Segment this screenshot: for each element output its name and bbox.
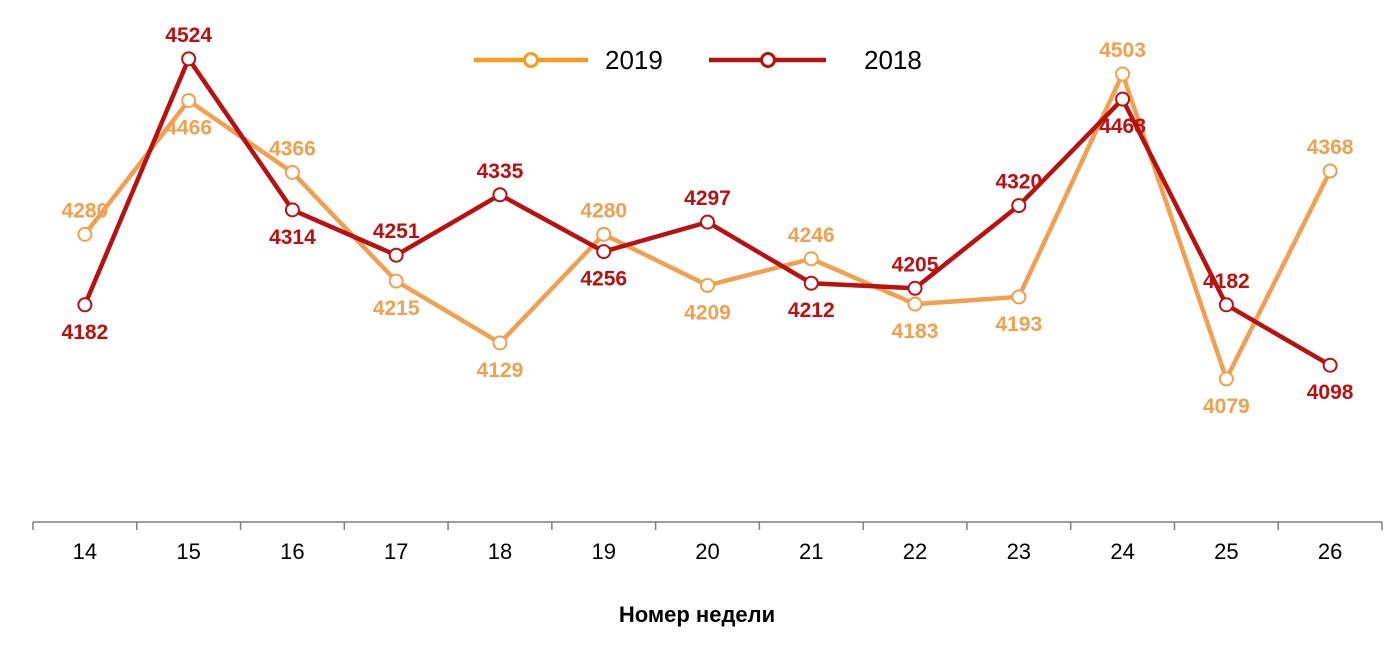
data-point-2019: [907, 296, 923, 312]
data-point-2018: [181, 51, 197, 67]
series-layer: [77, 51, 1338, 387]
data-point-2018: [77, 297, 93, 313]
legend: 2019 2018: [474, 45, 922, 75]
data-label-2019: 4129: [477, 359, 524, 382]
data-label-2019: 4209: [684, 301, 731, 324]
x-tick-label: 16: [280, 539, 304, 564]
data-label-2019: 4503: [1099, 39, 1146, 62]
data-point-2019: [1322, 163, 1338, 179]
data-label-2018: 4205: [892, 253, 939, 276]
data-label-2019: 4193: [995, 313, 1042, 336]
data-point-2018: [1011, 198, 1027, 214]
data-label-2018: 4320: [995, 171, 1042, 194]
x-tick-label: 25: [1214, 539, 1238, 564]
data-point-2018: [388, 247, 404, 263]
data-label-2019: 4368: [1307, 136, 1354, 159]
data-point-2018: [1218, 297, 1234, 313]
x-tick-label: 18: [488, 539, 512, 564]
data-label-2019: 4183: [892, 320, 939, 343]
data-point-2019: [1011, 289, 1027, 305]
data-point-2019: [77, 226, 93, 242]
data-point-2019: [596, 226, 612, 242]
x-tick-label: 14: [73, 539, 97, 564]
data-point-2018: [284, 202, 300, 218]
data-point-2019: [700, 277, 715, 293]
x-tick-label: 26: [1318, 539, 1342, 564]
x-tick-label: 15: [176, 539, 200, 564]
data-label-2018: 4251: [373, 220, 420, 243]
x-tick-label: 19: [591, 539, 615, 564]
data-label-2018: 4098: [1307, 381, 1354, 404]
x-tick-label: 20: [695, 539, 719, 564]
legend-label-2019: 2019: [605, 45, 663, 75]
data-label-2019: 4280: [580, 199, 627, 222]
data-point-2019: [284, 164, 300, 180]
legend-label-2018: 2018: [864, 45, 922, 75]
x-tick-label: 17: [384, 539, 408, 564]
x-axis-title: Номер недели: [619, 602, 775, 627]
x-tick-label: 23: [1007, 539, 1031, 564]
data-label-2018: 4314: [269, 226, 316, 249]
data-label-2019: 4280: [62, 199, 109, 222]
data-point-2018: [907, 280, 923, 296]
data-label-2018: 4212: [788, 299, 835, 322]
data-label-2018: 4182: [1203, 270, 1250, 293]
x-axis: 14 15 16 17 18 19 20 21 22 23 24 25 26: [32, 521, 1383, 564]
data-point-2019: [803, 251, 819, 267]
legend-marker-2019: [523, 52, 539, 68]
data-point-2019: [181, 93, 197, 109]
data-point-2018: [803, 275, 819, 291]
x-tick-label: 21: [799, 539, 823, 564]
data-labels: 4280 4466 4366 4215 4129 4280 4209 4246 4183 4193…: [62, 24, 1354, 418]
data-label-2018: 4468: [1099, 115, 1146, 138]
data-label-2019: 4366: [269, 137, 316, 160]
data-label-2019: 4466: [165, 117, 212, 140]
data-point-2018: [596, 244, 612, 260]
data-label-2019: 4215: [373, 297, 420, 320]
data-label-2018: 4524: [165, 24, 212, 47]
data-point-2019: [492, 335, 508, 351]
data-point-2018: [492, 187, 508, 203]
data-point-2018: [1322, 357, 1338, 373]
x-tick-label: 22: [903, 539, 927, 564]
legend-marker-2018: [760, 52, 776, 68]
data-point-2018: [700, 214, 715, 230]
data-point-2019: [1218, 371, 1234, 387]
data-point-2019: [388, 273, 404, 289]
data-label-2019: 4246: [788, 224, 835, 247]
data-point-2019: [1115, 66, 1131, 82]
x-tick-label: 24: [1110, 539, 1134, 564]
data-point-2018: [1115, 91, 1131, 107]
data-label-2018: 4182: [62, 321, 109, 344]
data-label-2018: 4335: [477, 160, 524, 183]
data-label-2018: 4256: [580, 268, 627, 291]
data-label-2019: 4079: [1203, 395, 1250, 418]
data-label-2018: 4297: [684, 187, 731, 210]
